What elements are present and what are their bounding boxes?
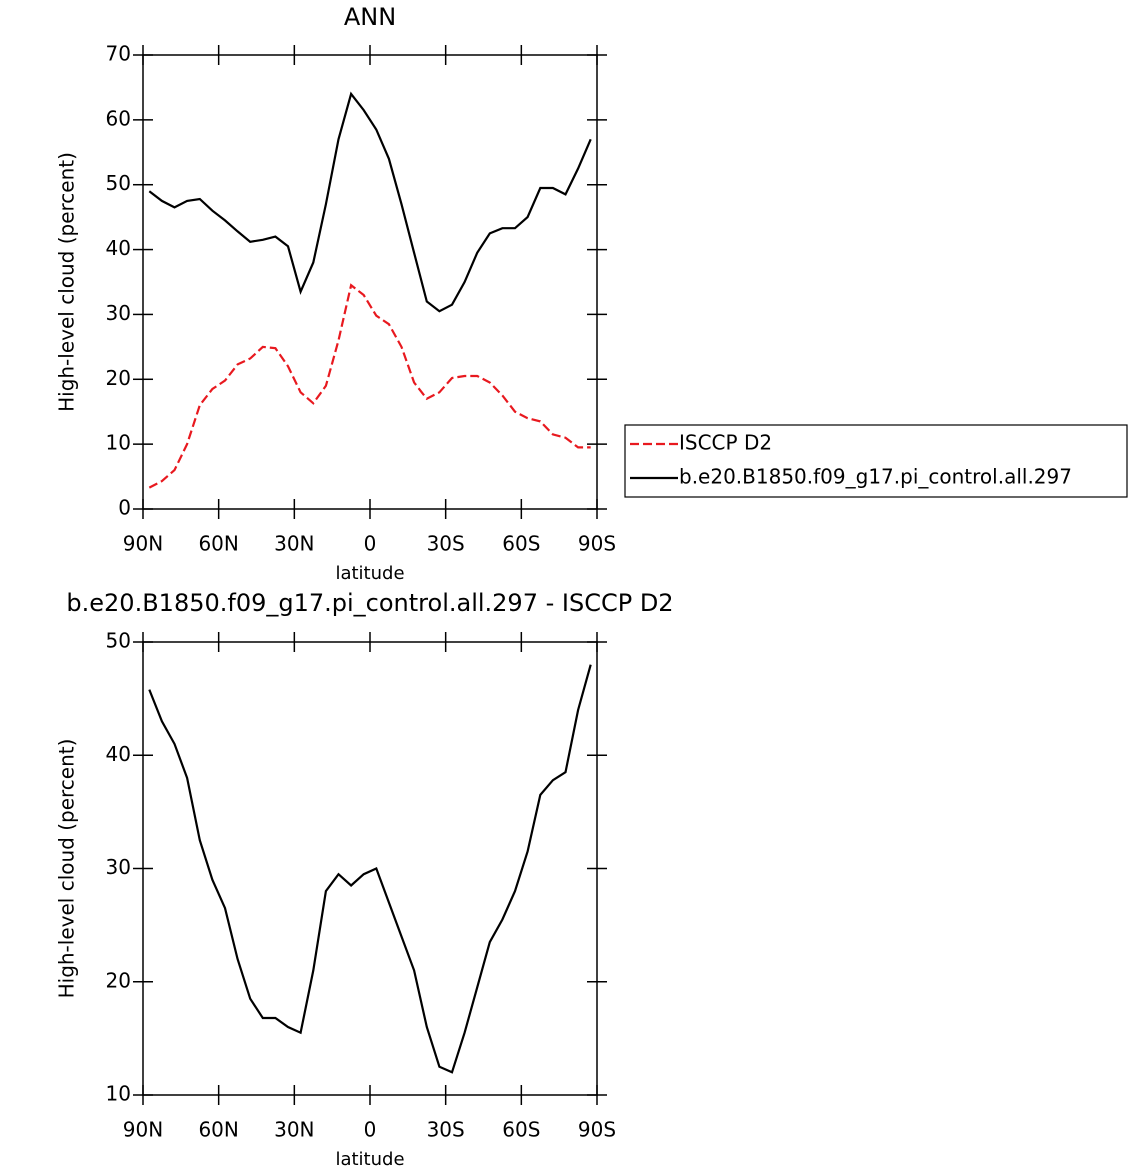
x-tick-label: 60S xyxy=(502,532,540,556)
y-tick-label: 30 xyxy=(106,301,131,325)
x-tick-label: 30N xyxy=(274,532,314,556)
y-tick-label: 10 xyxy=(106,431,131,455)
y-tick-label: 40 xyxy=(106,742,131,766)
y-tick-label: 0 xyxy=(118,496,131,520)
y-axis-label: High-level cloud (percent) xyxy=(55,152,79,412)
x-tick-label: 90S xyxy=(578,1118,616,1142)
y-tick-label: 60 xyxy=(106,106,131,130)
y-tick-label: 70 xyxy=(106,42,131,66)
x-tick-label: 0 xyxy=(364,532,377,556)
chart-title: ANN xyxy=(344,3,396,31)
data-line xyxy=(148,664,592,1074)
y-tick-label: 50 xyxy=(106,629,131,653)
y-tick-label: 20 xyxy=(106,366,131,390)
x-tick-label: 60N xyxy=(198,532,238,556)
x-tick-label: 30N xyxy=(274,1118,314,1142)
y-tick-label: 50 xyxy=(106,171,131,195)
legend-label: b.e20.B1850.f09_g17.pi_control.all.297 xyxy=(679,465,1072,489)
x-tick-label: 0 xyxy=(364,1118,377,1142)
x-tick-label: 90N xyxy=(123,532,163,556)
data-line xyxy=(148,283,591,489)
x-axis-label: latitude xyxy=(335,563,404,584)
x-tick-label: 30S xyxy=(427,1118,465,1142)
y-axis-label: High-level cloud (percent) xyxy=(55,739,79,999)
y-tick-label: 40 xyxy=(106,236,131,260)
y-tick-label: 30 xyxy=(106,855,131,879)
legend-label: ISCCP D2 xyxy=(679,431,772,455)
x-tick-label: 90S xyxy=(578,532,616,556)
data-line xyxy=(148,91,592,313)
x-tick-label: 90N xyxy=(123,1118,163,1142)
y-tick-label: 20 xyxy=(106,968,131,992)
x-tick-label: 60N xyxy=(198,1118,238,1142)
x-tick-label: 60S xyxy=(502,1118,540,1142)
y-tick-label: 10 xyxy=(106,1082,131,1106)
x-tick-label: 30S xyxy=(427,532,465,556)
legend-box xyxy=(624,424,1128,498)
x-axis-label: latitude xyxy=(335,1149,404,1170)
plot-frame xyxy=(142,54,598,510)
plot-frame xyxy=(142,641,598,1096)
chart-title: b.e20.B1850.f09_g17.pi_control.all.297 -… xyxy=(66,589,673,617)
